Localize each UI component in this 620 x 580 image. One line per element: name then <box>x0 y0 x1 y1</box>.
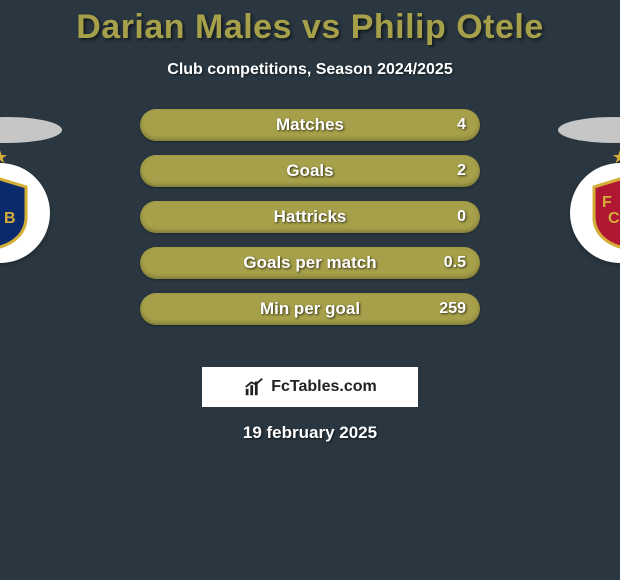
stat-bar-value: 0.5 <box>444 247 466 279</box>
stat-bar-row: Min per goal259 <box>140 293 480 325</box>
placeholder-ellipse-right <box>558 117 620 143</box>
shield-icon: F C B <box>0 177 31 249</box>
placeholder-ellipse-left <box>0 117 62 143</box>
stat-bar-value: 259 <box>439 293 466 325</box>
stat-bar-fill <box>140 109 480 141</box>
stat-bar-value: 4 <box>457 109 466 141</box>
stat-bar-fill <box>140 201 480 233</box>
club-badge-left: ★ F C B <box>0 163 50 263</box>
brand-label: FcTables.com <box>271 378 377 396</box>
stat-bar-value: 2 <box>457 155 466 187</box>
star-icon: ★ <box>0 147 8 168</box>
shield-icon: F C B <box>589 177 620 249</box>
star-icon: ★ <box>612 147 620 168</box>
stat-bar-row: Matches4 <box>140 109 480 141</box>
club-badge-right: ★ F C B <box>570 163 620 263</box>
page-title: Darian Males vs Philip Otele <box>0 0 620 47</box>
stat-bar-fill <box>140 247 480 279</box>
stat-bar-value: 0 <box>457 201 466 233</box>
svg-text:F: F <box>602 194 612 211</box>
comparison-stage: ★ F C B ★ F C B Matches4Goals2Hat <box>0 109 620 349</box>
stat-bar-row: Goals2 <box>140 155 480 187</box>
stat-bar-row: Hattricks0 <box>140 201 480 233</box>
svg-text:C: C <box>608 210 620 227</box>
svg-text:B: B <box>4 210 16 227</box>
stat-bar-row: Goals per match0.5 <box>140 247 480 279</box>
stat-bar-fill <box>140 155 480 187</box>
stat-bar-column: Matches4 Goals2 Hattricks0 Goals per match0… <box>140 109 480 339</box>
date-stamp: 19 february 2025 <box>0 423 620 443</box>
subtitle: Club competitions, Season 2024/2025 <box>0 61 620 79</box>
stat-bar-fill <box>140 293 480 325</box>
chart-icon <box>243 376 265 398</box>
brand-badge: FcTables.com <box>202 367 418 407</box>
